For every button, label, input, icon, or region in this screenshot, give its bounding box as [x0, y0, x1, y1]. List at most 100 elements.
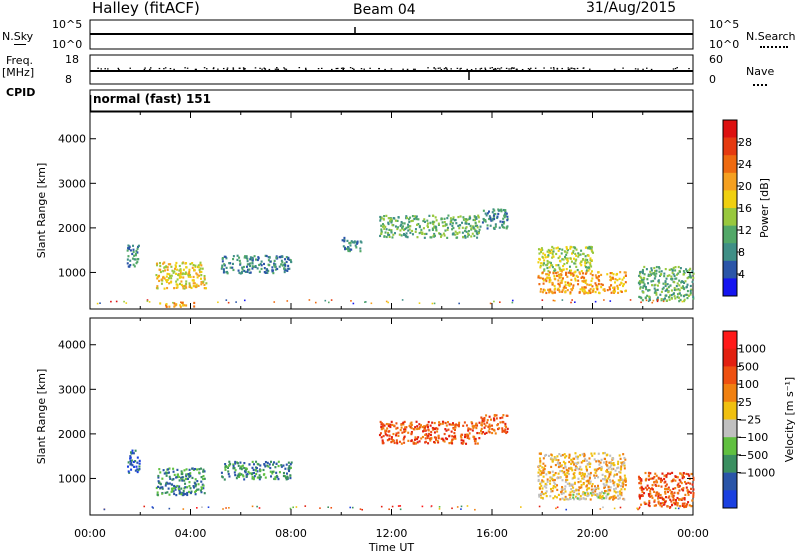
power-cell — [246, 260, 249, 263]
power-cell — [381, 225, 384, 228]
velocity-cell — [589, 473, 592, 476]
power-cell — [275, 256, 278, 259]
power-cell — [267, 263, 270, 266]
velocity-cell — [579, 465, 582, 468]
power-cell — [638, 283, 641, 286]
velocity-cell — [188, 468, 191, 471]
velocity-cell — [687, 473, 690, 476]
velocity-cell — [134, 449, 137, 452]
colorbar-segment — [723, 225, 737, 244]
velocity-cell — [621, 463, 624, 466]
power-cell — [568, 284, 571, 287]
power-cell — [609, 272, 612, 275]
velocity-cell — [552, 458, 555, 461]
power-cell — [401, 226, 404, 229]
power-cell — [175, 280, 178, 283]
velocity-cell — [165, 474, 168, 477]
velocity-cell — [550, 465, 553, 469]
nave-dot — [284, 68, 286, 70]
power-cell — [203, 287, 206, 290]
power-cell — [156, 275, 159, 278]
power-cell — [540, 262, 543, 265]
power-cell — [583, 286, 586, 289]
velocity-cell — [604, 457, 607, 461]
power-cell — [644, 285, 647, 289]
nave-dot — [118, 68, 120, 71]
power-cell — [685, 293, 688, 296]
velocity-cell — [610, 462, 613, 465]
colorbar-segment — [723, 137, 737, 156]
nave-dot — [169, 67, 172, 70]
power-cell — [413, 217, 416, 221]
velocity-cell — [561, 479, 564, 482]
velocity-cell — [601, 478, 604, 481]
velocity-cell — [387, 424, 390, 428]
velocity-cell — [586, 487, 589, 490]
velocity-cell — [608, 473, 611, 476]
velocity-cell — [252, 477, 255, 480]
nave-dot — [363, 68, 365, 70]
velocity-cell — [568, 482, 571, 485]
nave-dot — [574, 68, 576, 70]
velocity-cell — [681, 497, 684, 500]
x-tick-label: 04:00 — [175, 527, 207, 540]
velocity-cell — [589, 492, 592, 495]
power-cell — [688, 272, 691, 276]
power-cell — [670, 297, 673, 300]
velocity-cell — [245, 467, 248, 470]
power-cell — [547, 270, 550, 273]
velocity-cell — [433, 440, 436, 444]
velocity-cell — [570, 483, 573, 486]
power-cell — [487, 210, 490, 213]
power-cell — [614, 281, 617, 284]
velocity-gs-cell — [421, 505, 424, 508]
velocity-cell — [638, 477, 641, 480]
power-cell — [396, 219, 399, 223]
velocity-cell — [643, 501, 646, 504]
power-cell — [129, 249, 132, 252]
velocity-cell — [685, 472, 688, 476]
velocity-cell — [660, 505, 663, 508]
velocity-cell — [446, 421, 449, 424]
power-cell — [639, 286, 642, 289]
power-cell — [587, 269, 590, 272]
velocity-cell — [667, 496, 670, 499]
date-title: 31/Aug/2015 — [586, 0, 677, 16]
velocity-cell — [659, 504, 662, 507]
power-cell — [181, 285, 184, 288]
power-cell — [499, 220, 502, 223]
power-cell — [540, 250, 543, 254]
power-cell — [664, 284, 667, 287]
velocity-cell — [474, 437, 477, 441]
velocity-cell — [463, 435, 466, 439]
power-cell — [178, 276, 181, 279]
power-cell — [506, 215, 509, 218]
colorbar-tick-label: 12 — [738, 224, 752, 237]
power-gs-cell — [541, 299, 544, 301]
velocity-cell — [475, 426, 478, 430]
power-cell — [455, 222, 458, 225]
velocity-cell — [240, 465, 243, 468]
power-cell — [675, 277, 678, 280]
velocity-cell — [493, 414, 496, 417]
velocity-gs-cell — [391, 505, 394, 508]
velocity-cell — [683, 505, 686, 509]
nave-dot — [650, 68, 653, 71]
power-cell — [553, 274, 556, 278]
power-cell — [548, 261, 551, 264]
power-cell — [426, 222, 429, 225]
velocity-cell — [444, 437, 447, 440]
power-cell — [560, 252, 563, 255]
power-gs-cell — [123, 300, 125, 303]
power-cell — [497, 212, 500, 216]
power-cell — [669, 284, 672, 287]
nave-dot — [232, 68, 235, 70]
velocity-cell — [538, 464, 541, 468]
velocity-cell — [560, 488, 563, 491]
velocity-cell — [244, 469, 247, 472]
velocity-cell — [542, 492, 545, 496]
power-cell — [678, 284, 681, 287]
velocity-cell — [404, 426, 407, 429]
power-cell — [690, 288, 693, 291]
power-cell — [665, 277, 668, 280]
